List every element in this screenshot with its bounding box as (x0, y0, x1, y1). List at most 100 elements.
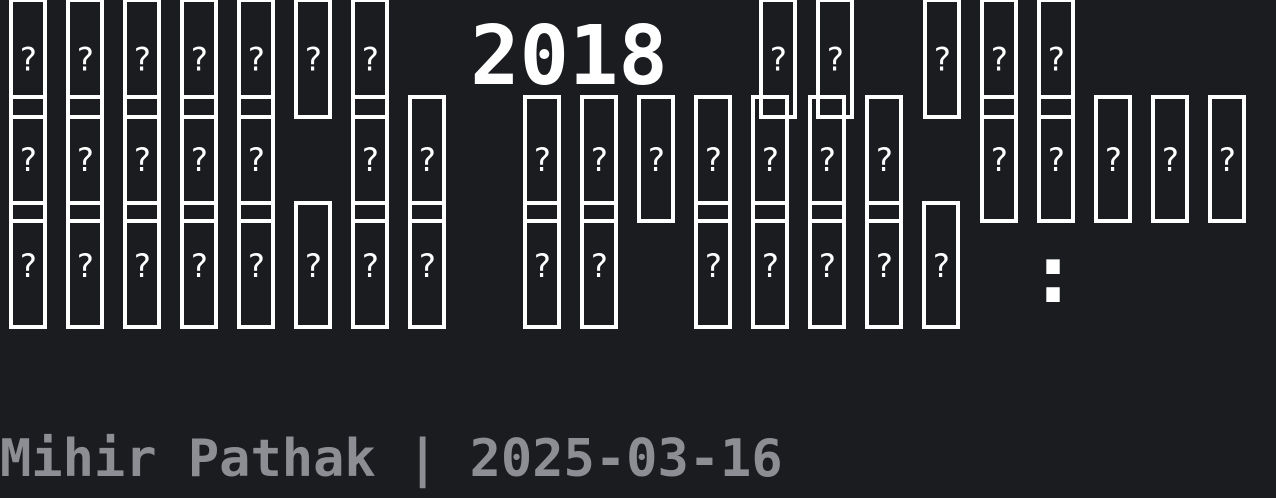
missing-glyph-frame (1151, 95, 1189, 223)
missing-glyph-box: ? (237, 95, 275, 223)
missing-glyph-box: ? (1037, 0, 1075, 119)
missing-glyph-box: ? (180, 201, 218, 329)
missing-glyph-mark: ? (303, 247, 322, 285)
missing-glyph-mark: ? (417, 247, 436, 285)
missing-glyph-mark: ? (703, 141, 722, 179)
missing-glyph-mark: ? (1046, 41, 1065, 79)
missing-glyph-frame (751, 95, 789, 223)
missing-glyph-frame (865, 95, 903, 223)
missing-glyph-mark: ? (532, 141, 551, 179)
missing-glyph-mark: ? (646, 141, 665, 179)
missing-glyph-mark: ? (760, 247, 779, 285)
missing-glyph-frame (865, 201, 903, 329)
missing-glyph-mark: ? (75, 141, 94, 179)
missing-glyph-mark: ? (189, 247, 208, 285)
missing-glyph-frame (637, 95, 675, 223)
missing-glyph-mark: ? (189, 141, 208, 179)
missing-glyph-frame (980, 0, 1018, 119)
missing-glyph-frame (751, 201, 789, 329)
missing-glyph-mark: ? (303, 41, 322, 79)
missing-glyph-frame (408, 95, 446, 223)
missing-glyph-frame (123, 0, 161, 119)
missing-glyph-box: ? (759, 0, 797, 119)
missing-glyph-box: ? (408, 95, 446, 223)
missing-glyph-box: ? (408, 201, 446, 329)
missing-glyph-box: ? (865, 95, 903, 223)
missing-glyph-box: ? (9, 0, 47, 119)
missing-glyph-mark: ? (1217, 141, 1236, 179)
missing-glyph-frame (694, 201, 732, 329)
missing-glyph-box: ? (351, 201, 389, 329)
missing-glyph-mark: ? (18, 247, 37, 285)
missing-glyph-mark: ? (75, 41, 94, 79)
missing-glyph-mark: ? (246, 141, 265, 179)
missing-glyph-frame (922, 201, 960, 329)
missing-glyph-mark: ? (817, 141, 836, 179)
missing-glyph-box: ? (1208, 95, 1246, 223)
missing-glyph-mark: ? (132, 141, 151, 179)
missing-glyph-frame (351, 0, 389, 119)
missing-glyph-box: ? (123, 0, 161, 119)
title-colon: : (1028, 227, 1077, 322)
missing-glyph-mark: ? (589, 141, 608, 179)
missing-glyph-frame (408, 201, 446, 329)
missing-glyph-box: ? (980, 95, 1018, 223)
missing-glyph-frame (180, 0, 218, 119)
missing-glyph-box: ? (694, 201, 732, 329)
missing-glyph-box: ? (1151, 95, 1189, 223)
missing-glyph-box: ? (980, 0, 1018, 119)
missing-glyph-box: ? (580, 95, 618, 223)
missing-glyph-mark: ? (360, 141, 379, 179)
missing-glyph-frame (580, 95, 618, 223)
missing-glyph-box: ? (816, 0, 854, 119)
missing-glyph-frame (580, 201, 618, 329)
missing-glyph-mark: ? (874, 141, 893, 179)
missing-glyph-frame (123, 95, 161, 223)
missing-glyph-mark: ? (189, 41, 208, 79)
missing-glyph-box: ? (865, 201, 903, 329)
title-year: 2018 (470, 9, 667, 104)
missing-glyph-box: ? (123, 201, 161, 329)
missing-glyph-frame (237, 201, 275, 329)
missing-glyph-frame (816, 0, 854, 119)
missing-glyph-mark: ? (874, 247, 893, 285)
missing-glyph-box: ? (237, 0, 275, 119)
missing-glyph-mark: ? (132, 41, 151, 79)
missing-glyph-box: ? (751, 201, 789, 329)
missing-glyph-frame (759, 0, 797, 119)
missing-glyph-mark: ? (825, 41, 844, 79)
missing-glyph-frame (808, 201, 846, 329)
missing-glyph-frame (9, 95, 47, 223)
missing-glyph-frame (523, 95, 561, 223)
missing-glyph-mark: ? (75, 247, 94, 285)
missing-glyph-box: ? (9, 201, 47, 329)
missing-glyph-mark: ? (932, 41, 951, 79)
missing-glyph-frame (1208, 95, 1246, 223)
missing-glyph-mark: ? (703, 247, 722, 285)
missing-glyph-frame (1094, 95, 1132, 223)
missing-glyph-frame (923, 0, 961, 119)
missing-glyph-mark: ? (360, 41, 379, 79)
article-byline: Mihir Pathak | 2025-03-16 (0, 429, 783, 489)
missing-glyph-box: ? (9, 95, 47, 223)
missing-glyph-frame (9, 0, 47, 119)
missing-glyph-frame (808, 95, 846, 223)
missing-glyph-box: ? (637, 95, 675, 223)
missing-glyph-box: ? (180, 0, 218, 119)
missing-glyph-box: ? (123, 95, 161, 223)
missing-glyph-frame (66, 0, 104, 119)
missing-glyph-mark: ? (989, 141, 1008, 179)
missing-glyph-mark: ? (417, 141, 436, 179)
missing-glyph-box: ? (523, 201, 561, 329)
missing-glyph-mark: ? (931, 247, 950, 285)
missing-glyph-box: ? (922, 201, 960, 329)
missing-glyph-mark: ? (1046, 141, 1065, 179)
missing-glyph-box: ? (294, 0, 332, 119)
missing-glyph-box: ? (351, 95, 389, 223)
missing-glyph-frame (523, 201, 561, 329)
missing-glyph-mark: ? (246, 247, 265, 285)
missing-glyph-box: ? (523, 95, 561, 223)
missing-glyph-mark: ? (246, 41, 265, 79)
missing-glyph-box: ? (351, 0, 389, 119)
missing-glyph-frame (66, 201, 104, 329)
